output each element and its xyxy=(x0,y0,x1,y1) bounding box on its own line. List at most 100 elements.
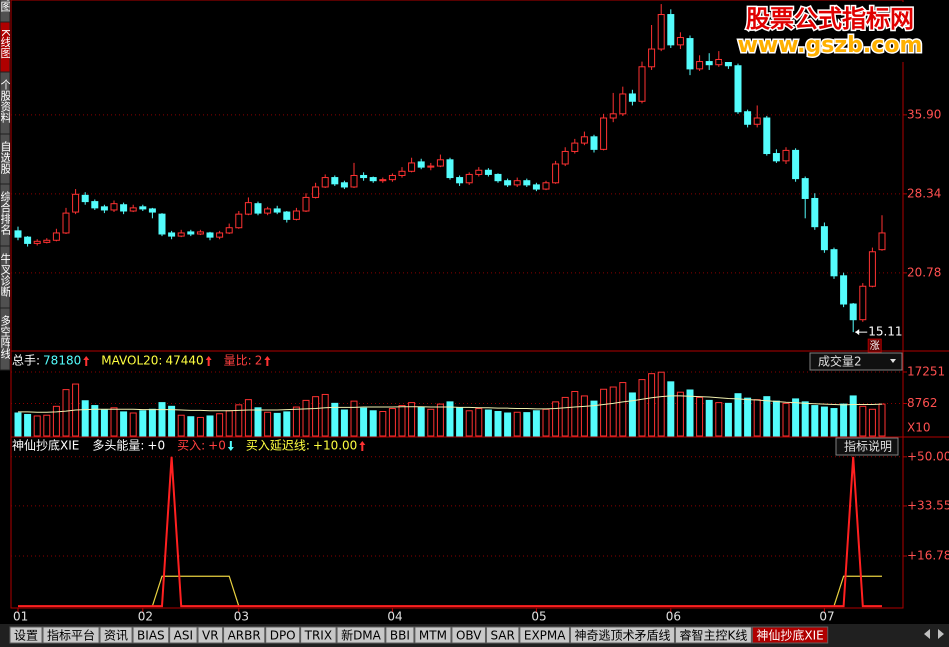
candle-body xyxy=(417,161,425,168)
tab-label[interactable]: 神奇逃顶术矛盾线 xyxy=(574,629,670,643)
sidebar-tab-label: 自选股 xyxy=(0,141,12,175)
volume-bar xyxy=(216,413,224,437)
tab[interactable] xyxy=(485,626,520,644)
y-tick-label: +50.00 xyxy=(907,449,949,463)
mavol-line xyxy=(18,395,883,413)
candle-body xyxy=(571,142,579,152)
volume-bar xyxy=(561,396,569,437)
tab-label[interactable]: 神仙抄底XIE xyxy=(756,628,823,643)
tab[interactable] xyxy=(42,626,100,644)
volume-bar xyxy=(264,411,272,437)
volume-bar xyxy=(763,396,771,437)
y-tick-label: 35.90 xyxy=(907,107,941,121)
x-tick-label: 03 xyxy=(234,610,249,624)
scroll-right[interactable] xyxy=(938,629,944,639)
tab[interactable] xyxy=(197,626,224,644)
tab[interactable] xyxy=(751,626,829,644)
tab[interactable] xyxy=(451,626,486,644)
volume-bar xyxy=(331,402,339,437)
candle-body xyxy=(196,231,204,235)
tab[interactable] xyxy=(99,626,133,644)
volume-bar xyxy=(225,410,233,437)
candle-body xyxy=(696,61,704,70)
candle-body xyxy=(657,14,665,50)
candle-body xyxy=(206,232,214,238)
tab[interactable] xyxy=(169,626,198,644)
candle-body xyxy=(331,177,339,185)
candle-body xyxy=(465,173,473,184)
volume-bar xyxy=(427,408,435,437)
tab[interactable] xyxy=(385,626,415,644)
tab-label[interactable]: DPO xyxy=(270,629,296,643)
volume-bar xyxy=(475,408,483,437)
tab[interactable] xyxy=(674,626,752,644)
volume-bar xyxy=(398,405,406,437)
candle-body xyxy=(292,210,300,220)
dropdown-arrow[interactable] xyxy=(890,359,896,363)
volume-bar xyxy=(494,411,502,437)
header-label: 多头能量: xyxy=(92,439,144,453)
tab[interactable] xyxy=(519,626,570,644)
candle-body xyxy=(350,174,358,188)
volume-bar xyxy=(24,413,32,437)
tab-label[interactable]: 资讯 xyxy=(104,629,128,643)
volume-bar xyxy=(600,388,608,437)
tab[interactable] xyxy=(223,626,266,644)
tab-label[interactable]: MTM xyxy=(419,629,447,643)
tab[interactable] xyxy=(336,626,386,644)
tab-label[interactable]: EXPMA xyxy=(524,629,566,643)
tab-label[interactable]: ARBR xyxy=(228,629,261,643)
volume-bar xyxy=(820,406,828,437)
tab-label[interactable]: VR xyxy=(202,629,219,643)
volume-bar xyxy=(417,406,425,437)
tab-label[interactable]: TRIX xyxy=(304,629,332,643)
candle-body xyxy=(648,48,656,68)
header-value: 78180 xyxy=(43,354,81,368)
scroll-left[interactable] xyxy=(924,629,930,639)
volume-bar xyxy=(129,412,137,437)
candle-body xyxy=(456,177,464,184)
candle-body xyxy=(360,174,368,179)
tab-label[interactable]: BIAS xyxy=(137,629,165,643)
volume-bar xyxy=(81,400,89,437)
candle-body xyxy=(52,232,60,241)
volume-bar xyxy=(302,399,310,437)
volume-bar xyxy=(859,405,867,437)
tab-label[interactable]: 指标平台 xyxy=(47,628,95,643)
tab-label[interactable]: ASI xyxy=(174,629,193,643)
volume-bar xyxy=(446,401,454,437)
volume-bar xyxy=(523,412,531,437)
tab[interactable] xyxy=(414,626,452,644)
candle-body xyxy=(369,177,377,182)
header-value: +0 xyxy=(208,439,226,453)
tab[interactable] xyxy=(265,626,301,644)
tab-label[interactable]: 新DMA xyxy=(341,628,382,643)
sidebar-tab[interactable] xyxy=(0,307,10,371)
candle-body xyxy=(148,208,156,213)
candle-body xyxy=(542,182,550,190)
tab-label[interactable]: SAR xyxy=(490,629,514,643)
tab-label[interactable]: OBV xyxy=(456,629,482,643)
tab-label[interactable]: 设置 xyxy=(14,629,38,643)
candle-body xyxy=(619,93,627,115)
buy-line xyxy=(18,456,882,608)
volume-bar xyxy=(542,408,550,437)
tab[interactable] xyxy=(132,626,170,644)
tab[interactable] xyxy=(300,626,337,644)
volume-bar xyxy=(686,389,694,437)
sidebar-tab-label: 多空阵线 xyxy=(0,314,12,359)
panel-button[interactable] xyxy=(809,352,903,371)
tab-label[interactable]: 睿智主控K线 xyxy=(679,628,747,643)
candle-body xyxy=(91,201,99,209)
candle-body xyxy=(72,193,80,213)
candle-body xyxy=(244,202,252,215)
volume-bar xyxy=(532,410,540,437)
candle-body xyxy=(340,182,348,188)
tab[interactable] xyxy=(9,626,43,644)
tab[interactable] xyxy=(569,626,675,644)
panel-button[interactable] xyxy=(835,437,899,456)
volume-bar xyxy=(321,393,329,437)
tab-label[interactable]: BBI xyxy=(390,629,410,643)
